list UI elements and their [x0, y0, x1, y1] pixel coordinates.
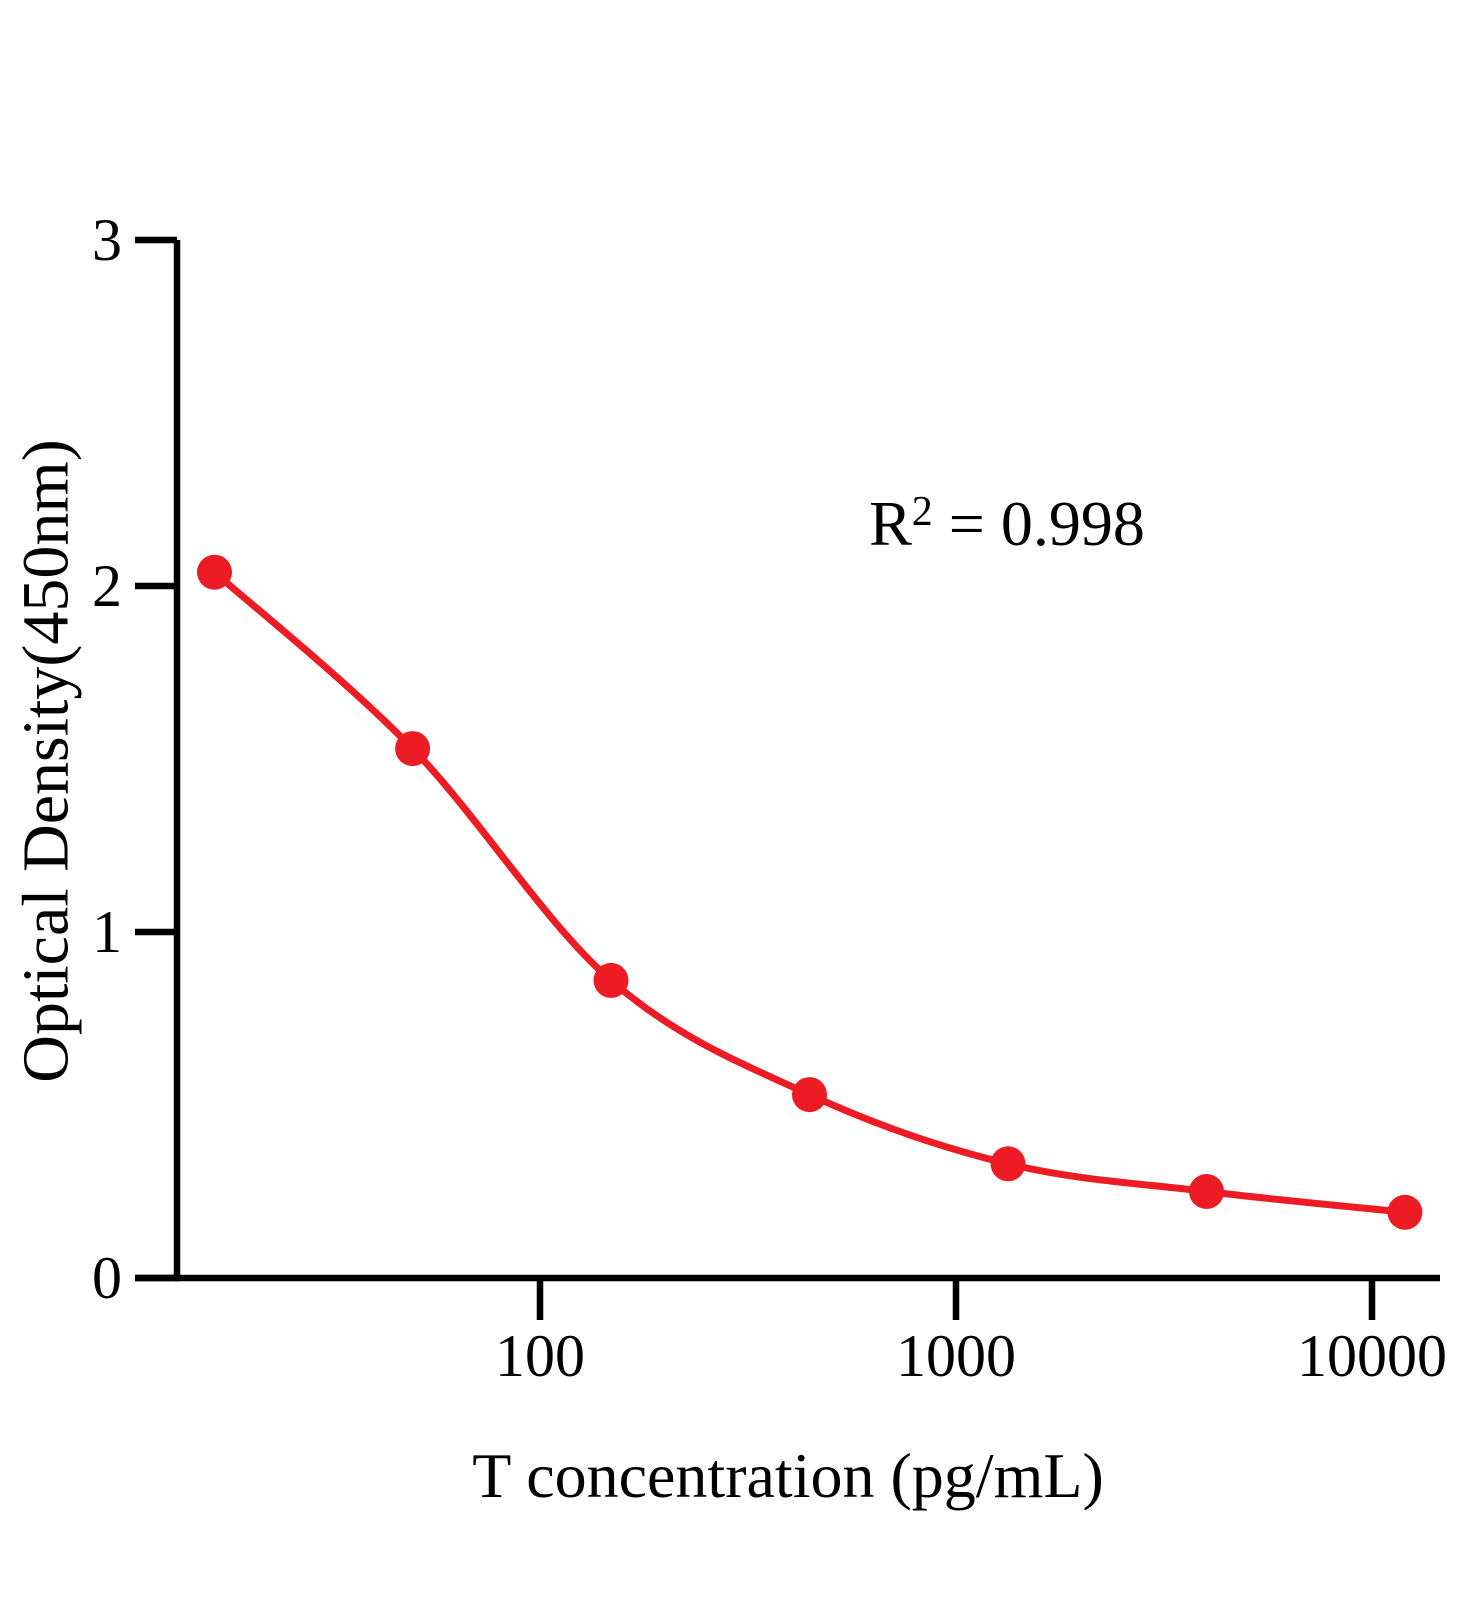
fit-curve: [211, 568, 1409, 1216]
x-axis-title: T concentration (pg/mL): [472, 1440, 1104, 1511]
data-point-marker: [1189, 1174, 1224, 1209]
data-point-marker: [792, 1077, 827, 1113]
data-point-marker: [1387, 1194, 1423, 1230]
data-point-marker: [593, 962, 629, 998]
annotation-superscript: 2: [912, 489, 933, 535]
y-tick-label: 2: [92, 553, 122, 619]
y-tick-label: 3: [92, 207, 122, 273]
x-tick-label: 10000: [1297, 1323, 1447, 1389]
axes: [135, 240, 1440, 1282]
data-point-marker: [197, 554, 232, 590]
y-tick-label: 0: [92, 1245, 122, 1311]
data-point-marker: [395, 731, 431, 767]
axis-ticks: [135, 236, 1376, 1320]
y-tick-label: 1: [92, 899, 122, 965]
tick-labels: 0 1 2 3 100 1000 10000: [92, 207, 1447, 1389]
x-tick-label: 100: [495, 1323, 585, 1389]
annotation-rest: = 0.998: [933, 488, 1145, 559]
x-tick-label: 1000: [896, 1323, 1016, 1389]
data-point-marker: [990, 1146, 1026, 1182]
y-axis-title: Optical Density(450nm): [10, 439, 83, 1082]
data-points: [197, 554, 1423, 1230]
annotation-base: R: [869, 488, 912, 559]
r-squared-annotation: R2 = 0.998: [869, 488, 1145, 559]
